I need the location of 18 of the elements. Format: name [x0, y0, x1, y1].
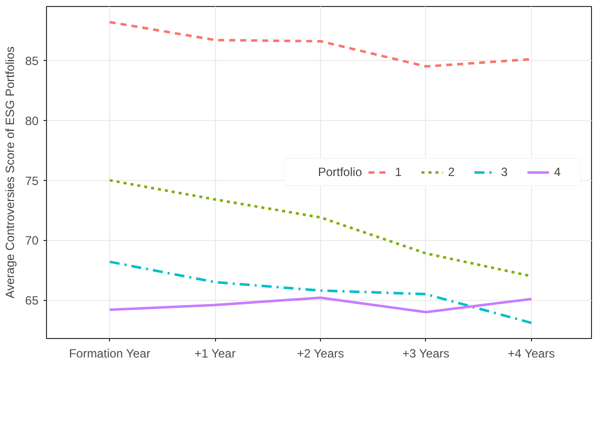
x-tick-label: +3 Years — [402, 346, 450, 360]
x-tick-label: +4 Years — [508, 346, 555, 360]
legend-label: 4 — [554, 165, 562, 179]
y-tick-label: 70 — [25, 234, 39, 248]
line-series — [108, 296, 533, 314]
y-axis-title: Average Controversies Score of ESG Portfolios — [3, 46, 18, 298]
y-tick-label: 65 — [25, 294, 39, 308]
y-tick-label: 80 — [25, 114, 39, 128]
legend-label: 1 — [395, 165, 403, 179]
line-series — [108, 260, 533, 324]
y-tick-label: 85 — [25, 54, 39, 68]
x-tick-label: +2 Years — [296, 346, 344, 360]
x-tick-label: +1 Year — [194, 346, 236, 360]
x-tick-label: Formation Year — [68, 346, 150, 360]
y-tick-label: 75 — [25, 174, 39, 188]
legend-label: 2 — [448, 165, 456, 179]
legend-title: Portfolio — [318, 165, 362, 179]
legend-label: 3 — [501, 165, 509, 179]
